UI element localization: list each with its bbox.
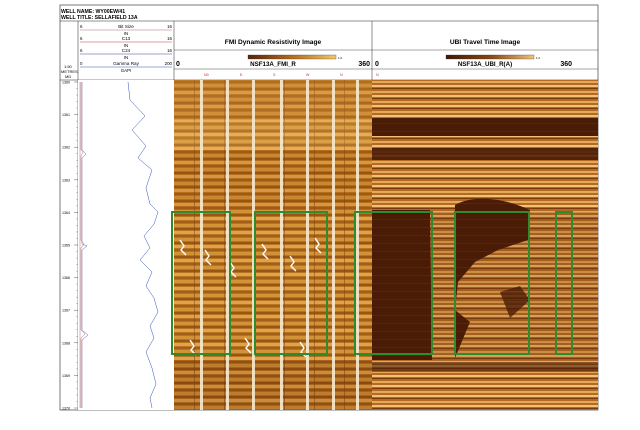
curve-header-unit: IN: [124, 43, 128, 48]
curve-header-name: C24: [122, 48, 131, 53]
fmi-title: FMI Dynamic Resistivity Image: [225, 39, 322, 46]
fmi-fracture: [244, 337, 252, 354]
ubi-min: 0: [375, 61, 379, 68]
highlight-box-ubi-1: [354, 211, 433, 355]
fmi-fracture: [229, 261, 237, 278]
ubi-max: 360: [560, 61, 572, 68]
fmi-pad-gap: [200, 80, 203, 410]
depth-label: 1369: [62, 374, 70, 378]
well-name: WELL NAME: WY00EW/41: [61, 9, 125, 15]
ubi-azimuth-labels: N: [376, 73, 379, 77]
depth-label: 1366: [62, 276, 70, 280]
ubi-title: UBI Travel Time Image: [450, 39, 521, 46]
depth-label: 1363: [62, 178, 70, 182]
svg-text:1.0: 1.0: [536, 56, 541, 60]
fmi-azimuth-label: N0: [204, 73, 209, 77]
depth-label: 1365: [62, 244, 70, 248]
curve-header-name: C13: [122, 36, 131, 41]
curve-header-left: 6: [80, 48, 83, 53]
gamma-ray-curve: [127, 81, 159, 409]
depth-label: 1368: [62, 341, 70, 345]
curve-header-right: 16: [167, 48, 172, 53]
depth-label: 1364: [62, 211, 70, 215]
curve-header-right: 16: [167, 24, 172, 29]
highlight-box-ubi-3: [555, 211, 573, 355]
depth-label: 1370: [62, 407, 70, 411]
depth-label: 1360: [62, 81, 70, 85]
fmi-pad-gap: [306, 80, 309, 410]
fmi-azimuth-label: E: [240, 73, 243, 77]
curve-header-name: Bit Size: [118, 24, 134, 29]
fmi-image: [174, 80, 372, 410]
caliper-c24-curve: [81, 82, 89, 408]
depth-track: 1360 1361 1362 1363 1364 1365 1366 1367 1368 1369…: [62, 81, 78, 411]
fmi-min: 0: [176, 61, 180, 68]
fmi-max: 360: [358, 61, 370, 68]
curve-header-unit: IN: [124, 31, 128, 36]
fmi-azimuth-label: S: [273, 73, 276, 77]
fmi-color-scale: [247, 54, 337, 60]
fmi-pad-gap: [226, 80, 229, 410]
fmi-pad-gap: [280, 80, 283, 410]
fmi-channel: NSF13A_FMI_R: [250, 61, 296, 68]
curve-header-left: 6: [80, 36, 83, 41]
fmi-fracture: [204, 249, 212, 266]
depth-label: 1367: [62, 309, 70, 313]
caliper-c13-curve: [80, 82, 86, 408]
fmi-azimuth-label: N: [340, 73, 343, 77]
fmi-pad-gap: [332, 80, 335, 410]
depth-label: 1362: [62, 146, 70, 150]
fmi-fracture: [261, 243, 269, 260]
ubi-azimuth-label: N: [376, 73, 379, 77]
depth-reference: MD: [65, 74, 71, 79]
interval-highlights: [171, 211, 573, 355]
fmi-fracture: [289, 255, 297, 272]
well-title: WELL TITLE: SELLAFIELD 13A: [61, 15, 138, 21]
ubi-image: [372, 80, 598, 410]
highlight-box-fmi-2: [254, 211, 328, 355]
fmi-pad-gap: [252, 80, 255, 410]
fmi-pad-gap: [356, 80, 359, 410]
curve-header-right: 16: [167, 36, 172, 41]
depth-scale: 1:50: [64, 64, 73, 69]
curve-header-unit: IN: [124, 55, 128, 60]
fmi-azimuth-labels: N0 E S W N: [204, 73, 343, 77]
fmi-azimuth-label: W: [306, 73, 310, 77]
ubi-channel: NSF13A_UBI_R(A): [458, 61, 512, 68]
highlight-box-ubi-2: [454, 211, 530, 355]
curve-track: [78, 80, 174, 410]
curve-header-name: Gamma Ray: [113, 61, 139, 66]
fmi-fracture: [314, 237, 322, 254]
depth-unit: METRES: [61, 69, 78, 74]
curve-header-unit: GAPI: [121, 68, 132, 73]
ubi-color-scale: [445, 54, 535, 60]
curve-header-right: 200: [165, 61, 173, 66]
highlight-box-fmi-1: [171, 211, 231, 355]
fmi-pad-gaps: [179, 80, 359, 410]
fmi-fracture: [189, 339, 197, 356]
depth-label: 1361: [62, 113, 70, 117]
curve-header-left: 0: [80, 61, 83, 66]
curve-header-left: 6: [80, 24, 83, 29]
fmi-fracture: [179, 239, 187, 256]
svg-text:1.0: 1.0: [338, 56, 343, 60]
